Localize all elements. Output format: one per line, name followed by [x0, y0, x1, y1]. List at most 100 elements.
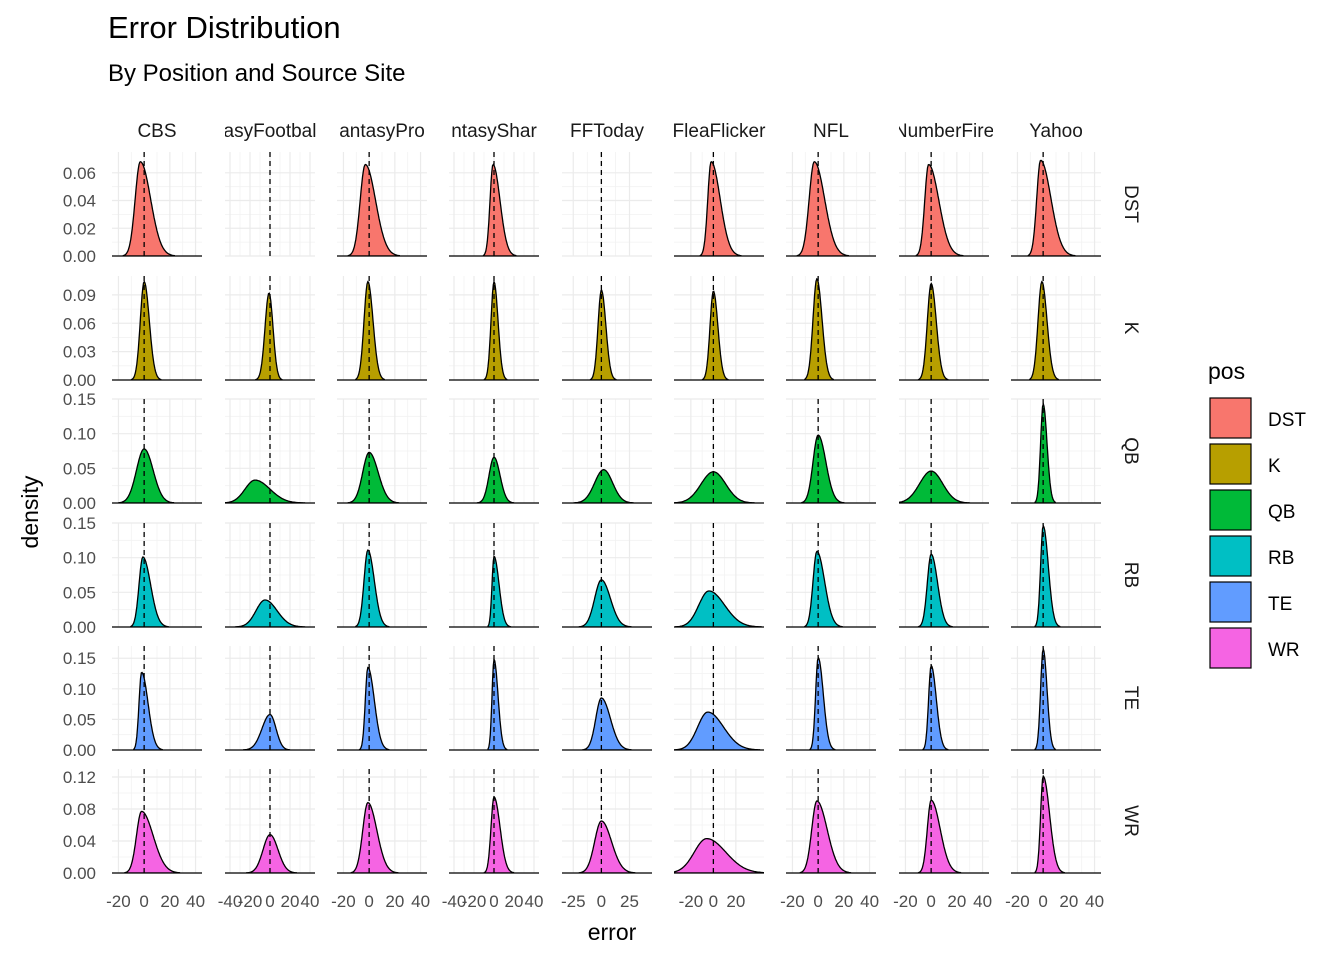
density-curve-QB-FantasySharks [476, 456, 515, 503]
y-tick-label: 0.15 [63, 390, 96, 409]
density-curve-TE-FantasyFootballNerd [243, 713, 291, 750]
x-tick-label: 20 [726, 892, 745, 911]
column-strip-label-FantasySharks: ntasyShar [451, 121, 537, 142]
facet-panel-DST-FFToday [562, 152, 652, 257]
legend-label-QB: QB [1268, 502, 1295, 523]
row-strip-label-DST: DST [1120, 185, 1141, 223]
density-curve-DST-FantasySharks [482, 163, 517, 256]
facet-panel-QB-CBS [112, 398, 202, 504]
density-curve-DST-CBS [122, 160, 175, 256]
density-curve-TE-NumberFire [922, 664, 949, 750]
y-tick-label: 0.08 [63, 800, 96, 819]
facet-panel-K-FantasyFootballNerd [225, 276, 315, 381]
facet-panel-K-FantasyPros [337, 276, 427, 381]
panel-background [562, 152, 652, 256]
facet-panel-K-FFToday [562, 276, 652, 381]
legend-label-DST: DST [1268, 410, 1306, 431]
facet-panel-K-CBS [112, 276, 202, 381]
density-curve-WR-Yahoo [1034, 774, 1065, 873]
x-tick-label: 0 [926, 892, 935, 911]
density-curve-WR-FantasySharks [483, 795, 515, 873]
density-curve-TE-FleaFlicker [674, 711, 761, 750]
x-tick-label: -20 [780, 892, 805, 911]
facet-panel-K-NumberFire [899, 276, 989, 381]
facet-panel-K-NFL [786, 276, 876, 381]
y-tick-label: 0.00 [63, 371, 96, 390]
facet-panel-WR-FleaFlicker [674, 769, 764, 874]
density-curve-RB-NFL [804, 550, 843, 627]
facet-panel-WR-FFToday [562, 769, 652, 874]
y-tick-label: 0.10 [63, 549, 96, 568]
density-curve-RB-Yahoo [1034, 523, 1061, 627]
y-tick-label: 0.05 [63, 583, 96, 602]
facet-panel-DST-FantasySharks [449, 152, 539, 257]
density-curve-QB-Yahoo [1034, 401, 1056, 503]
density-curve-QB-FFToday [573, 469, 634, 503]
facet-panel-WR-FantasyFootballNerd [225, 769, 315, 874]
chart-subtitle: By Position and Source Site [108, 60, 406, 87]
density-curve-K-FleaFlicker [701, 290, 729, 380]
density-curve-QB-NumberFire [899, 470, 971, 503]
facet-panel-DST-FleaFlicker [674, 152, 764, 257]
x-tick-label: -20 [1005, 892, 1030, 911]
x-tick-label: 40 [1085, 892, 1104, 911]
column-strip-label-Yahoo: Yahoo [1029, 121, 1083, 142]
facet-panel-TE-NFL [786, 646, 876, 751]
x-tick-label: 20 [281, 892, 300, 911]
density-curve-K-FantasySharks [483, 279, 508, 380]
x-tick-label: 0 [364, 892, 373, 911]
y-tick-label: 0.05 [63, 710, 96, 729]
density-curve-K-Yahoo [1029, 280, 1059, 380]
density-curve-DST-Yahoo [1027, 159, 1076, 256]
facet-panel-WR-NumberFire [899, 769, 989, 874]
density-curve-TE-FantasyPros [358, 666, 390, 750]
y-tick-label: 0.05 [63, 459, 96, 478]
y-tick-label: 0.15 [63, 649, 96, 668]
y-tick-label: 0.04 [63, 192, 96, 211]
density-curve-TE-CBS [133, 671, 163, 750]
x-tick-label: 20 [385, 892, 404, 911]
facet-panel-RB-CBS [112, 522, 202, 628]
facet-panel-QB-NFL [786, 398, 876, 504]
legend-key-WR [1209, 627, 1252, 669]
density-curve-TE-FFToday [582, 697, 632, 750]
density-curve-WR-FantasyPros [350, 801, 399, 873]
density-curve-WR-FleaFlicker [674, 837, 764, 873]
facet-panel-WR-CBS [112, 769, 202, 874]
x-tick-label: -25 [561, 892, 586, 911]
legend-label-RB: RB [1268, 548, 1294, 569]
density-curve-K-NumberFire [917, 282, 949, 380]
density-curve-WR-NumberFire [917, 799, 962, 873]
facet-panel-TE-NumberFire [899, 646, 989, 751]
density-curve-K-NFL [804, 277, 834, 380]
x-tick-label: -20 [679, 892, 704, 911]
density-curve-RB-CBS [130, 556, 169, 627]
x-tick-label: 40 [525, 892, 544, 911]
legend: pos DST K QB RB TE WR [1208, 358, 1306, 669]
density-curve-RB-NumberFire [917, 553, 953, 627]
legend-key-QB [1209, 489, 1252, 531]
legend-label-WR: WR [1268, 640, 1300, 661]
facet-panel-QB-FantasyFootballNerd [225, 398, 315, 504]
row-strip-label-QB: QB [1120, 437, 1141, 464]
x-tick-label: -20 [106, 892, 131, 911]
x-tick-label: 0 [489, 892, 498, 911]
x-tick-label: 20 [1059, 892, 1078, 911]
facet-panel-WR-FantasyPros [337, 769, 427, 874]
density-curve-QB-CBS [118, 448, 175, 503]
x-tick-label: 40 [973, 892, 992, 911]
density-curve-WR-CBS [124, 810, 181, 873]
row-strip-label-K: K [1120, 322, 1141, 335]
density-curve-RB-FFToday [578, 579, 632, 627]
facet-panel-RB-FleaFlicker [674, 522, 764, 628]
facet-panel-DST-FantasyFootballNerd [225, 152, 315, 257]
column-strip-label-NFL: NFL [813, 121, 849, 142]
y-tick-label: 0.04 [63, 832, 96, 851]
x-tick-label: 20 [505, 892, 524, 911]
legend-key-DST [1209, 397, 1252, 439]
density-curve-RB-FleaFlicker [674, 590, 762, 627]
facet-panel-RB-FFToday [562, 522, 652, 628]
x-axis-title: error [588, 919, 637, 945]
row-strip-label-RB: RB [1120, 562, 1141, 588]
